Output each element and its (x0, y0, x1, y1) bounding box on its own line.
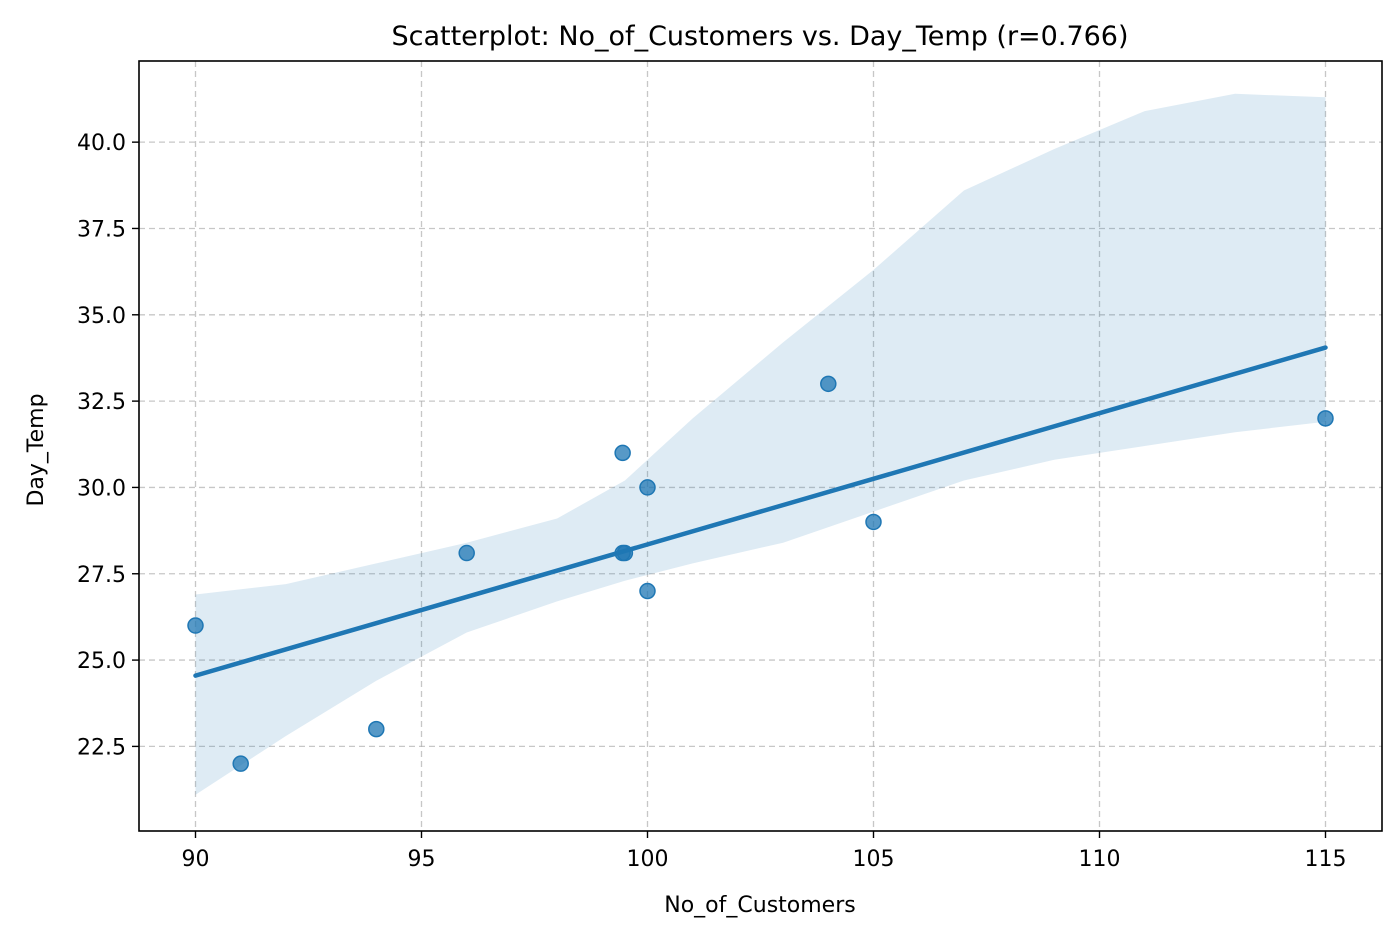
data-point (1317, 410, 1334, 427)
x-tick-label: 115 (1305, 847, 1347, 872)
data-point (865, 513, 882, 531)
data-point (232, 755, 249, 772)
regression-line-layer (193, 345, 1328, 678)
y-tick-label: 40.0 (77, 131, 126, 156)
x-tick-label: 90 (182, 847, 210, 872)
y-tick-label: 30.0 (77, 476, 126, 501)
y-tick-label: 32.5 (77, 390, 126, 415)
regression-line (193, 345, 1328, 678)
x-tick-label: 95 (408, 847, 436, 872)
x-axis-ticks: 90 95 100 105 110 115 (182, 831, 1347, 872)
chart-title: Scatterplot: No_of_Customers vs. Day_Tem… (391, 21, 1128, 52)
data-point (458, 544, 475, 562)
data-point (616, 544, 634, 562)
data-point (614, 444, 631, 462)
data-point (639, 479, 656, 496)
confidence-band-layer (195, 93, 1326, 795)
y-tick-label: 22.5 (77, 735, 126, 760)
confidence-band (195, 93, 1326, 795)
data-point (639, 582, 656, 600)
plot-area-frame (138, 60, 1383, 832)
y-tick-label: 27.5 (77, 563, 126, 588)
y-tick-label: 37.5 (77, 217, 126, 242)
x-tick-label: 110 (1079, 847, 1121, 872)
x-tick-label: 105 (853, 847, 895, 872)
x-axis-label: No_of_Customers (664, 893, 855, 918)
y-tick-label: 35.0 (77, 304, 126, 329)
data-points-layer (187, 375, 1334, 772)
y-axis-label: Day_Temp (24, 393, 49, 506)
x-tick-label: 100 (627, 847, 669, 872)
grid-lines (139, 61, 1382, 831)
data-point (820, 375, 837, 393)
data-point (187, 617, 204, 634)
y-axis-ticks: 22.5 25.0 27.5 30.0 32.5 35.0 37.5 40.0 (77, 131, 139, 760)
y-tick-label: 25.0 (77, 649, 126, 674)
data-point (368, 720, 385, 738)
